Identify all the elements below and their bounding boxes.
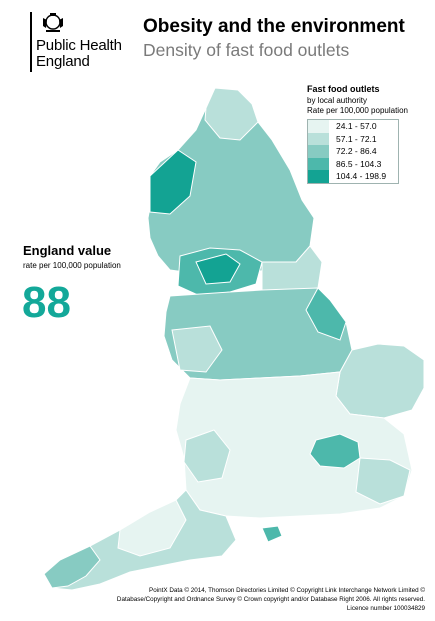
legend-class: 57.1 - 72.1 xyxy=(308,132,398,145)
region-lincolnshire xyxy=(305,287,347,341)
logo-rule xyxy=(30,12,32,72)
legend-subtitle: by local authority xyxy=(307,96,368,105)
legend-rate-note: Rate per 100,000 population xyxy=(307,106,408,115)
credit-line: PointX Data © 2014, Thomson Directories … xyxy=(149,587,425,594)
page-subtitle: Density of fast food outlets xyxy=(143,40,350,60)
legend-label: 104.4 - 198.9 xyxy=(336,171,387,182)
region-cumbria xyxy=(149,149,197,215)
legend-swatch xyxy=(308,170,330,183)
england-value-heading: England value xyxy=(23,243,112,258)
region-northumberland xyxy=(204,87,259,141)
org-name: Public Health England xyxy=(36,37,122,70)
credit-line: Licence number 100034829 xyxy=(346,605,425,612)
royal-crest-icon xyxy=(43,13,63,32)
legend-class: 104.4 - 198.9 xyxy=(308,170,398,183)
region-south-east xyxy=(175,371,413,519)
copyright-credits: PointX Data © 2014, Thomson Directories … xyxy=(65,586,425,613)
legend-label: 86.5 - 104.3 xyxy=(336,158,382,169)
region-cornwall xyxy=(43,545,101,589)
map-legend: Fast food outlets by local authority Rat… xyxy=(307,84,408,184)
region-east-anglia xyxy=(335,343,425,419)
legend-label: 24.1 - 57.0 xyxy=(336,121,377,132)
legend-class: 24.1 - 57.0 xyxy=(308,120,398,133)
legend-title: Fast food outlets xyxy=(307,84,380,94)
legend-swatches: 24.1 - 57.0 57.1 - 72.1 72.2 - 86.4 86.5… xyxy=(307,119,399,184)
region-isle-of-wight xyxy=(261,525,283,543)
region-kent xyxy=(355,457,411,505)
region-north-dark xyxy=(195,253,241,285)
england-value: 88 xyxy=(22,278,71,327)
legend-swatch xyxy=(308,120,330,133)
credit-line: Database/Copyright and Ordnance Survey ©… xyxy=(116,596,425,603)
legend-label: 57.1 - 72.1 xyxy=(336,133,377,144)
legend-class: 86.5 - 104.3 xyxy=(308,157,398,170)
region-west-midlands xyxy=(171,325,223,373)
legend-swatch xyxy=(308,132,330,145)
england-value-unit: rate per 100,000 population xyxy=(23,261,121,270)
region-west-cluster xyxy=(183,429,231,483)
region-london xyxy=(309,433,361,469)
legend-swatch xyxy=(308,145,330,158)
legend-swatch xyxy=(308,157,330,170)
legend-label: 72.2 - 86.4 xyxy=(336,146,377,157)
region-devon xyxy=(117,499,187,557)
legend-class: 72.2 - 86.4 xyxy=(308,145,398,158)
page-title: Obesity and the environment xyxy=(143,16,405,37)
